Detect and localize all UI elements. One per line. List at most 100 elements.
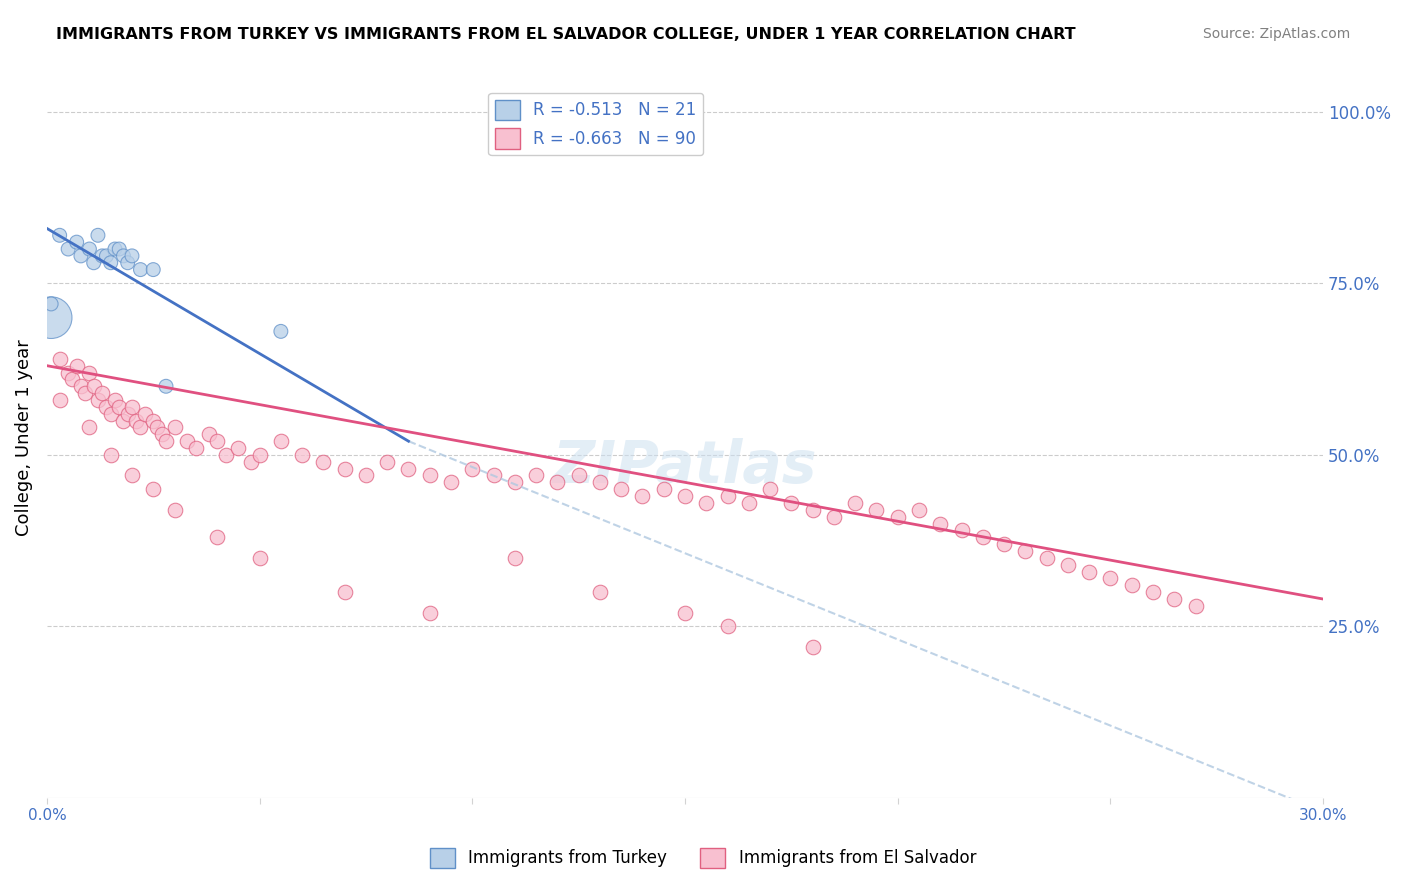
- Point: [39, 297, 62, 311]
- Point: [759, 482, 782, 496]
- Point: [70, 379, 93, 393]
- Point: [129, 420, 152, 434]
- Point: [100, 256, 122, 270]
- Point: [129, 262, 152, 277]
- Legend: R = -0.513   N = 21, R = -0.663   N = 90: R = -0.513 N = 21, R = -0.663 N = 90: [488, 93, 703, 155]
- Point: [117, 407, 139, 421]
- Point: [780, 496, 803, 510]
- Point: [108, 242, 131, 256]
- Point: [117, 256, 139, 270]
- Point: [66, 235, 89, 249]
- Point: [112, 249, 135, 263]
- Point: [112, 414, 135, 428]
- Point: [70, 249, 93, 263]
- Point: [75, 386, 97, 401]
- Point: [104, 392, 127, 407]
- Point: [1099, 571, 1122, 585]
- Point: [419, 468, 441, 483]
- Point: [83, 256, 105, 270]
- Point: [79, 366, 101, 380]
- Point: [419, 606, 441, 620]
- Text: Source: ZipAtlas.com: Source: ZipAtlas.com: [1202, 27, 1350, 41]
- Point: [1014, 544, 1036, 558]
- Point: [270, 434, 292, 449]
- Point: [184, 441, 207, 455]
- Point: [240, 455, 263, 469]
- Point: [482, 468, 505, 483]
- Point: [91, 386, 114, 401]
- Point: [249, 550, 271, 565]
- Point: [142, 482, 165, 496]
- Point: [176, 434, 198, 449]
- Point: [79, 420, 101, 434]
- Point: [950, 524, 973, 538]
- Point: [993, 537, 1015, 551]
- Point: [589, 475, 612, 490]
- Point: [610, 482, 633, 496]
- Point: [83, 379, 105, 393]
- Point: [56, 366, 79, 380]
- Point: [823, 509, 845, 524]
- Point: [801, 503, 824, 517]
- Point: [91, 249, 114, 263]
- Point: [62, 372, 84, 386]
- Point: [87, 228, 110, 243]
- Point: [524, 468, 547, 483]
- Point: [121, 249, 143, 263]
- Point: [972, 530, 994, 544]
- Point: [197, 427, 219, 442]
- Point: [568, 468, 591, 483]
- Point: [155, 379, 177, 393]
- Point: [48, 351, 70, 366]
- Point: [1163, 592, 1185, 607]
- Point: [398, 461, 420, 475]
- Point: [146, 420, 169, 434]
- Point: [440, 475, 463, 490]
- Point: [546, 475, 568, 490]
- Point: [96, 400, 118, 414]
- Point: [270, 324, 292, 338]
- Point: [1142, 585, 1164, 599]
- Point: [121, 400, 143, 414]
- Point: [39, 310, 62, 325]
- Point: [333, 585, 356, 599]
- Point: [908, 503, 931, 517]
- Point: [801, 640, 824, 654]
- Point: [503, 550, 526, 565]
- Point: [142, 414, 165, 428]
- Point: [56, 242, 79, 256]
- Point: [96, 249, 118, 263]
- Point: [121, 468, 143, 483]
- Point: [79, 242, 101, 256]
- Point: [87, 392, 110, 407]
- Point: [716, 489, 738, 503]
- Point: [886, 509, 908, 524]
- Text: IMMIGRANTS FROM TURKEY VS IMMIGRANTS FROM EL SALVADOR COLLEGE, UNDER 1 YEAR CORR: IMMIGRANTS FROM TURKEY VS IMMIGRANTS FRO…: [56, 27, 1076, 42]
- Point: [1184, 599, 1206, 613]
- Point: [1078, 565, 1101, 579]
- Point: [1121, 578, 1143, 592]
- Point: [844, 496, 866, 510]
- Point: [673, 606, 696, 620]
- Y-axis label: College, Under 1 year: College, Under 1 year: [15, 339, 32, 536]
- Point: [673, 489, 696, 503]
- Point: [205, 530, 228, 544]
- Point: [312, 455, 335, 469]
- Point: [503, 475, 526, 490]
- Point: [66, 359, 89, 373]
- Point: [461, 461, 484, 475]
- Point: [125, 414, 148, 428]
- Point: [163, 503, 186, 517]
- Point: [716, 619, 738, 633]
- Point: [865, 503, 887, 517]
- Point: [134, 407, 156, 421]
- Point: [108, 400, 131, 414]
- Point: [929, 516, 952, 531]
- Point: [249, 448, 271, 462]
- Point: [104, 242, 127, 256]
- Point: [214, 448, 236, 462]
- Point: [738, 496, 761, 510]
- Point: [375, 455, 398, 469]
- Legend: Immigrants from Turkey, Immigrants from El Salvador: Immigrants from Turkey, Immigrants from …: [423, 841, 983, 875]
- Point: [142, 262, 165, 277]
